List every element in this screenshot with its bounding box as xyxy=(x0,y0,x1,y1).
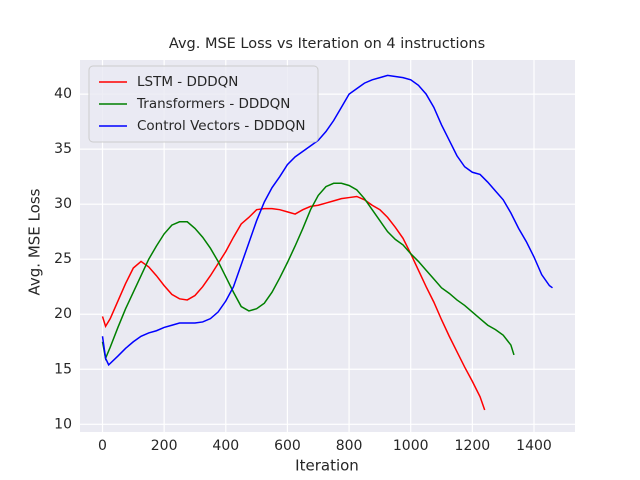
y-tick-label: 30 xyxy=(54,196,72,212)
x-tick-label: 600 xyxy=(274,438,301,454)
y-tick-label: 15 xyxy=(54,361,72,377)
legend-label: Transformers - DDDQN xyxy=(136,96,290,112)
y-tick-label: 40 xyxy=(54,86,72,102)
x-tick-label: 1400 xyxy=(516,438,552,454)
chart-title: Avg. MSE Loss vs Iteration on 4 instruct… xyxy=(169,36,485,52)
x-axis-label: Iteration xyxy=(295,457,359,475)
y-axis-label: Avg. MSE Loss xyxy=(26,188,44,295)
y-tick-label: 20 xyxy=(54,306,72,322)
legend: LSTM - DDDQN Transformers - DDDQN Control … xyxy=(88,65,319,143)
y-tick-label: 10 xyxy=(54,416,72,432)
series-line xyxy=(101,195,486,411)
y-tick-label: 35 xyxy=(54,141,72,157)
series-line xyxy=(101,74,553,367)
legend-label: Control Vectors - DDDQN xyxy=(137,118,306,134)
legend-label: LSTM - DDDQN xyxy=(137,74,238,90)
x-tick-label: 200 xyxy=(151,438,178,454)
x-tick-label: 1000 xyxy=(393,438,429,454)
x-tick-label: 400 xyxy=(212,438,239,454)
x-tick-label: 1200 xyxy=(455,438,491,454)
series-line xyxy=(101,182,515,361)
x-tick-label: 0 xyxy=(98,438,107,454)
x-tick-label: 800 xyxy=(336,438,363,454)
legend-box xyxy=(88,65,319,143)
y-tick-label: 25 xyxy=(54,251,72,267)
